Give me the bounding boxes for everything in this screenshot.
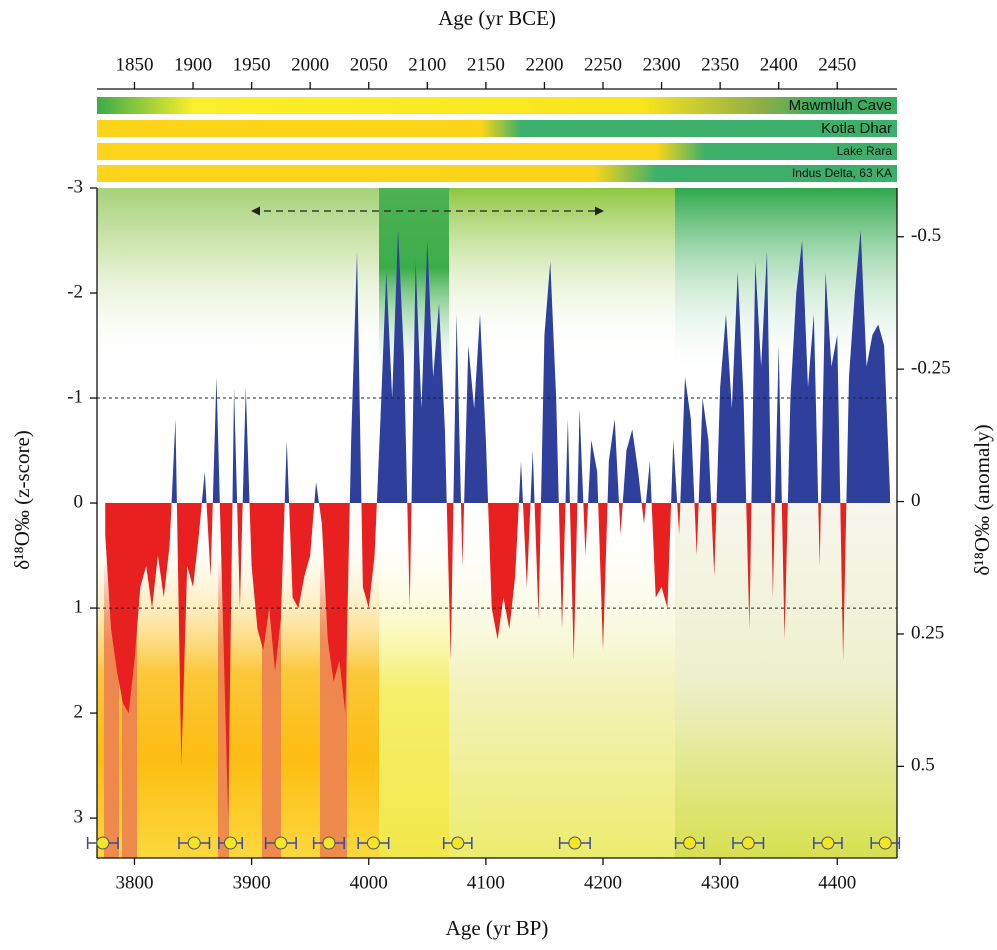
age-control [86,836,119,850]
y-tick-label: -1 [67,386,83,407]
age-point [366,836,380,850]
x-tick-label: 3900 [233,872,271,893]
record-label: Indus Delta, 63 KA [792,166,892,180]
age-point [683,836,697,850]
record-label: Lake Rara [837,144,893,158]
y2-tick-label: 0 [911,490,921,511]
age-point [878,836,892,850]
x2-tick-label: 1950 [233,54,271,75]
plot-area [105,230,890,819]
age-control [558,836,591,850]
x2-tick-label: 2050 [350,54,388,75]
y-tick-label: -2 [67,281,83,302]
record-label: Mawmluh Cave [789,97,892,114]
x-tick-label: 3800 [115,872,153,893]
record-bar [97,120,897,137]
x2-tick-label: 1850 [115,54,153,75]
x2-tick-label: 2200 [525,54,563,75]
age-control [674,836,705,850]
record-bar [97,143,897,160]
age-control [442,836,473,850]
age-control [218,836,243,850]
x2-tick-label: 2250 [584,54,622,75]
x-tick-label: 4300 [701,872,739,893]
age-point [224,836,238,850]
age-control [178,836,211,850]
x-tick-label: 4000 [350,872,388,893]
x2-tick-label: 1900 [174,54,212,75]
record-bar [97,97,897,114]
y-tick-label: -3 [67,176,83,197]
y2-axis-label: δ¹⁸O‰ (anomaly) [970,424,994,575]
age-control [732,836,765,850]
y-tick-label: 2 [74,701,84,722]
x-tick-label: 4400 [818,872,856,893]
y2-tick-label: -0.5 [911,225,941,246]
x-tick-label: 4100 [467,872,505,893]
x2-tick-label: 2000 [291,54,329,75]
age-point [96,836,110,850]
x-tick-label: 4200 [584,872,622,893]
age-point [322,836,336,850]
x-axis-label: Age (yr BP) [446,916,549,940]
age-point [821,836,835,850]
x2-tick-label: 2100 [408,54,446,75]
y-tick-label: 3 [74,806,84,827]
zone [449,188,675,358]
hiatus [218,560,229,858]
y2-tick-label: -0.25 [911,357,951,378]
x2-tick-label: 2150 [467,54,505,75]
zone [97,188,379,378]
y2-tick-label: 0.5 [911,755,935,776]
age-point [451,836,465,850]
x2-axis-label: Age (yr BCE) [438,6,556,30]
age-control [357,836,390,850]
x2-tick-label: 2400 [760,54,798,75]
y2-tick-label: 0.25 [911,622,944,643]
x2-tick-label: 2350 [701,54,739,75]
age-point [741,836,755,850]
age-point [187,836,201,850]
record-bars: Mawmluh Cave Kotla Dhar Lake Rara Indus … [97,97,897,182]
record-label: Kotla Dhar [821,120,892,137]
background-zones [97,188,897,858]
age-control [312,836,345,850]
y-axis-label: δ¹⁸O‰ (z-score) [10,430,34,570]
x2-tick-label: 2450 [818,54,856,75]
age-control [870,836,901,850]
y-tick-label: 1 [74,596,84,617]
y-tick-label: 0 [74,491,84,512]
age-point [274,836,288,850]
age-control [264,836,297,850]
age-control [813,836,843,850]
record-bar [97,165,897,182]
age-point [568,836,582,850]
zone [379,520,449,858]
x2-tick-label: 2300 [643,54,681,75]
area-series [105,230,890,819]
